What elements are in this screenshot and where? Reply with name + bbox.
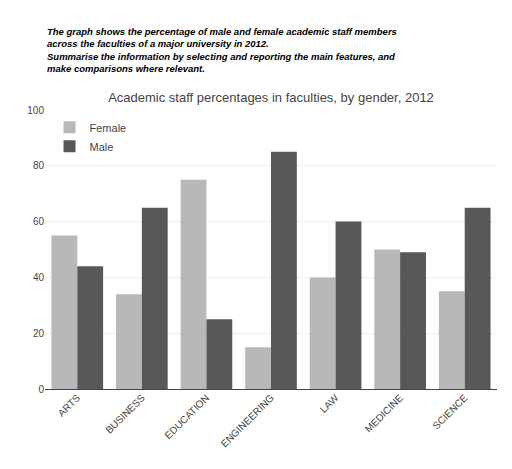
svg-text:80: 80	[33, 160, 45, 171]
svg-text:Academic staff percentages in: Academic staff percentages in faculties,…	[108, 90, 434, 105]
svg-text:Male: Male	[90, 141, 114, 153]
svg-text:40: 40	[33, 272, 45, 283]
svg-text:LAW: LAW	[318, 392, 341, 415]
svg-text:ENGINEERING: ENGINEERING	[219, 392, 276, 449]
svg-text:Female: Female	[90, 122, 127, 134]
svg-text:60: 60	[33, 216, 45, 227]
svg-text:MEDICINE: MEDICINE	[363, 392, 406, 435]
svg-text:20: 20	[33, 328, 45, 339]
svg-text:0: 0	[38, 384, 44, 395]
svg-text:ARTS: ARTS	[56, 392, 83, 419]
svg-text:SCIENCE: SCIENCE	[430, 392, 469, 431]
svg-text:BUSINESS: BUSINESS	[103, 392, 147, 436]
svg-text:EDUCATION: EDUCATION	[162, 392, 211, 441]
svg-text:The graph shows the percentage: The graph shows the percentage of male a…	[47, 26, 397, 74]
svg-text:100: 100	[27, 105, 44, 116]
